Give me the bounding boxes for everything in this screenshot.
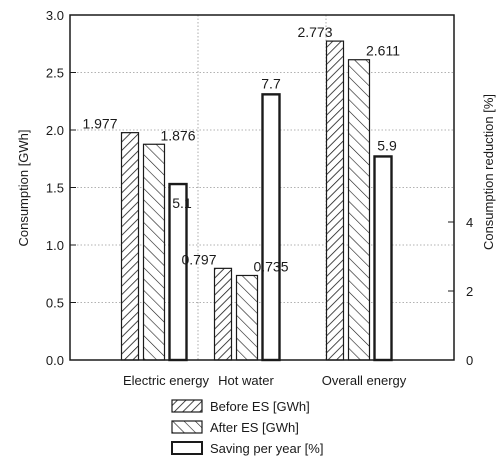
- bar-hatch-back-2: [347, 59, 371, 361]
- bar-hatch-back-1: [235, 274, 259, 361]
- data-label-1-0: 1.876: [160, 127, 195, 143]
- legend-swatch-1: [171, 420, 203, 434]
- data-label-2-1: 7.7: [261, 75, 281, 91]
- bar-hatch-forward-1: [213, 267, 233, 361]
- data-label-0-2: 2.773: [297, 24, 332, 40]
- y2-axis-label: Consumption reduction [%]: [481, 94, 496, 250]
- bar-open-2: [373, 155, 393, 362]
- legend-label-1: After ES [GWh]: [210, 420, 299, 435]
- data-label-0-0: 1.977: [82, 116, 117, 132]
- y-tick-label-4: 2.0: [46, 123, 64, 138]
- data-label-1-1: 0.735: [253, 258, 288, 274]
- y-axis: 0.0 0.5 1.0 1.5 2.0 2.5 3.0: [46, 8, 76, 368]
- bar-hatch-forward-2: [325, 40, 345, 361]
- legend-label-2: Saving per year [%]: [210, 441, 323, 456]
- data-label-2-0: 5.1: [172, 195, 192, 211]
- y-tick-label-6: 3.0: [46, 8, 64, 23]
- y-tick-label-1: 0.5: [46, 296, 64, 311]
- y-tick-label-2: 1.0: [46, 238, 64, 253]
- y-tick-label-3: 1.5: [46, 181, 64, 196]
- data-label-2-2: 5.9: [377, 137, 397, 153]
- y2-tick-label-2: 4: [466, 215, 473, 230]
- y2-tick-label-0: 0: [466, 353, 473, 368]
- data-label-0-1: 0.797: [181, 251, 216, 267]
- legend: Before ES [GWh] After ES [GWh] Saving per …: [171, 399, 323, 456]
- data-labels: 1.977 0.797 2.773 1.876 0.735 2.611 5.1 7.7 5.9: [82, 24, 400, 274]
- y-tick-label-0: 0.0: [46, 353, 64, 368]
- data-label-1-2: 2.611: [366, 43, 400, 59]
- bars: [120, 40, 393, 362]
- bar-open-1: [261, 93, 281, 362]
- y-tick-label-5: 2.5: [46, 66, 64, 81]
- bar-hatch-forward-0: [120, 132, 140, 361]
- legend-swatch-2: [171, 441, 203, 455]
- x-category-label-2: Overall energy: [322, 373, 407, 388]
- legend-swatch-0: [171, 399, 203, 413]
- bar-hatch-back-0: [142, 143, 166, 361]
- y-axis-label: Consumption [GWh]: [16, 129, 31, 246]
- x-axis: Electric energy Hot water Overall energy: [123, 373, 407, 388]
- x-category-label-0: Electric energy: [123, 373, 209, 388]
- y2-tick-label-1: 2: [466, 284, 473, 299]
- legend-label-0: Before ES [GWh]: [210, 399, 310, 414]
- y2-axis: 0 2 4: [448, 215, 473, 368]
- x-category-label-1: Hot water: [218, 373, 274, 388]
